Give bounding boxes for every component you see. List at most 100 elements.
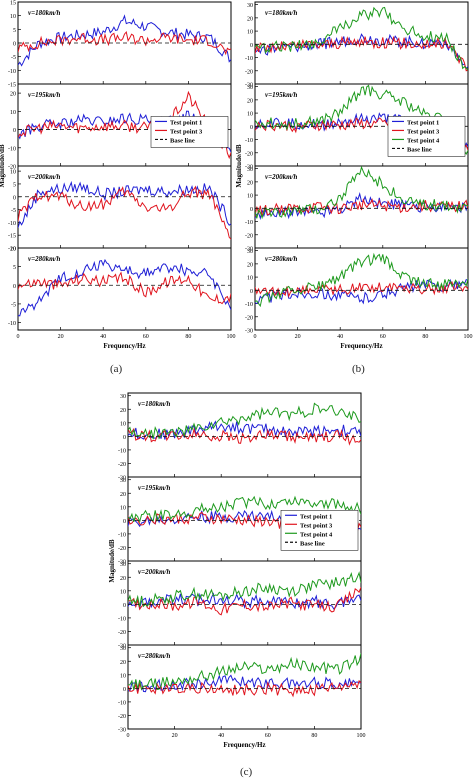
x-axis-title: Frequency/Hz xyxy=(340,342,382,350)
y-tick-label: 15 xyxy=(10,1,16,7)
series-line-test-point-3 xyxy=(128,679,361,698)
caption-c: (c) xyxy=(240,766,253,778)
panel-b-4: 30 20 10 0 -10 -20 -30 v=280km/h xyxy=(245,247,469,335)
legend-label: Test point 1 xyxy=(300,513,332,520)
panel-b-3: 30 20 10 0 -10 -20 -30 v=200km/h xyxy=(245,165,469,253)
series-line-test-point-4 xyxy=(255,6,468,71)
y-tick-label: -5 xyxy=(11,55,16,61)
y-tick-label: 20 xyxy=(120,408,126,414)
y-tick-label: -10 xyxy=(245,220,253,226)
x-tick-label: 80 xyxy=(422,334,428,340)
x-tick-label: 80 xyxy=(185,334,191,340)
series-line-test-point-4 xyxy=(128,495,361,524)
panel-speed-label: v=180km/h xyxy=(138,400,170,408)
legend-label: Test point 3 xyxy=(170,128,203,135)
y-axis-title: Magnitude/dB xyxy=(108,539,116,583)
y-tick-label: -20 xyxy=(245,151,253,157)
x-tick-label: 100 xyxy=(357,733,366,739)
y-tick-label: 30 xyxy=(247,249,253,255)
series-line-test-point-1 xyxy=(128,592,361,610)
panel-speed-label: v=280km/h xyxy=(265,255,297,263)
panel-c-4: 30 20 10 0 -10 -20 -30 v=280km/h xyxy=(118,644,362,734)
y-tick-label: -10 xyxy=(245,138,253,144)
panel-a-1: 15 10 5 0 -5 -10 -15 v=180km/h xyxy=(8,1,232,89)
caption-b: (b) xyxy=(352,363,365,375)
series-line-test-point-3 xyxy=(18,185,231,240)
y-tick-label: -10 xyxy=(8,146,16,152)
panel-speed-label: v=280km/h xyxy=(138,652,170,660)
y-tick-label: 0 xyxy=(13,195,16,201)
panel-speed-label: v=200km/h xyxy=(138,568,170,576)
y-tick-label: -30 xyxy=(118,560,126,566)
y-tick-label: -5 xyxy=(11,208,16,214)
panel-c-1: 30 20 10 0 -10 -20 -30 v=180km/h xyxy=(118,392,362,482)
y-tick-label: -10 xyxy=(118,448,126,454)
y-tick-label: -10 xyxy=(118,700,126,706)
y-tick-label: 0 xyxy=(123,435,126,441)
y-tick-label: 0 xyxy=(123,519,126,525)
y-tick-label: 20 xyxy=(120,576,126,582)
y-tick-label: 0 xyxy=(250,43,253,49)
y-tick-label: 20 xyxy=(120,660,126,666)
panel-speed-label: v=200km/h xyxy=(28,173,60,181)
legend-label: Base line xyxy=(300,540,325,547)
y-tick-label: -20 xyxy=(245,69,253,75)
series-line-test-point-3 xyxy=(255,35,468,72)
y-tick-label: 10 xyxy=(120,421,126,427)
y-tick-label: 10 xyxy=(10,14,16,20)
y-tick-label: 10 xyxy=(120,673,126,679)
legend-label: Test point 3 xyxy=(407,128,440,135)
y-tick-label: 10 xyxy=(10,110,16,116)
series-line-test-point-1 xyxy=(18,258,231,317)
y-tick-label: -10 xyxy=(118,616,126,622)
y-tick-label: -10 xyxy=(8,221,16,227)
y-axis-title: Magnitude/dB xyxy=(235,144,243,188)
y-tick-label: 5 xyxy=(13,265,16,271)
legend-label: Test point 4 xyxy=(300,531,333,538)
panel-speed-label: v=195km/h xyxy=(28,91,60,99)
series-line-test-point-1 xyxy=(128,420,361,440)
legend-label: Test point 1 xyxy=(170,119,202,126)
y-tick-label: 0 xyxy=(13,284,16,290)
legend-label: Base line xyxy=(170,137,195,144)
y-axis-title: Magnitude/dB xyxy=(0,144,6,188)
y-tick-label: 0 xyxy=(123,603,126,609)
y-tick-label: -10 xyxy=(245,302,253,308)
x-tick-label: 0 xyxy=(254,334,257,340)
y-tick-label: -20 xyxy=(8,165,16,171)
x-tick-label: 20 xyxy=(295,334,301,340)
y-tick-label: -20 xyxy=(118,714,126,720)
panel-c-3: 30 20 10 0 -10 -20 -30 v=200km/h xyxy=(118,560,362,650)
series-line-test-point-1 xyxy=(255,278,468,305)
y-tick-label: 0 xyxy=(250,289,253,295)
legend-box xyxy=(387,116,466,157)
series-line-test-point-1 xyxy=(255,192,468,221)
y-tick-label: 10 xyxy=(10,170,16,176)
y-tick-label: -30 xyxy=(118,644,126,650)
y-tick-label: 10 xyxy=(247,194,253,200)
y-tick-label: -30 xyxy=(118,476,126,482)
y-tick-label: 30 xyxy=(120,562,126,568)
y-tick-label: -20 xyxy=(245,315,253,321)
y-tick-label: 30 xyxy=(120,394,126,400)
y-tick-label: 10 xyxy=(247,276,253,282)
y-tick-label: -20 xyxy=(118,546,126,552)
panel-frame xyxy=(127,644,362,730)
x-axis-title: Frequency/Hz xyxy=(223,741,265,749)
y-tick-label: 10 xyxy=(10,247,16,253)
x-tick-label: 0 xyxy=(17,334,20,340)
y-tick-label: 10 xyxy=(120,589,126,595)
y-tick-label: -30 xyxy=(245,247,253,253)
panel-a-4: 10 5 0 -5 -10 v=280km/h xyxy=(8,247,232,331)
y-tick-label: 30 xyxy=(247,167,253,173)
y-tick-label: 30 xyxy=(247,85,253,91)
panel-speed-label: v=200km/h xyxy=(265,173,297,181)
caption-a: (a) xyxy=(110,363,123,375)
panel-speed-label: v=195km/h xyxy=(138,484,170,492)
x-tick-label: 40 xyxy=(337,334,343,340)
series-line-test-point-3 xyxy=(18,271,231,305)
y-tick-label: 20 xyxy=(247,98,253,104)
legend-label: Test point 3 xyxy=(300,522,333,529)
